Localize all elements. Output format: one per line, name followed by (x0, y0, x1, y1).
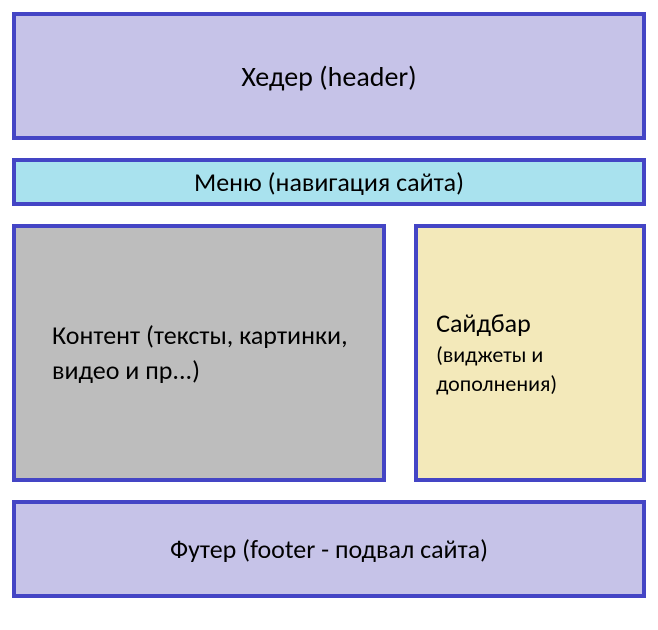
header-label: Хедер (header) (241, 59, 416, 94)
sidebar-subtitle: (виджеты и дополнения) (436, 341, 624, 398)
sidebar-block: Сайдбар (виджеты и дополнения) (414, 224, 646, 482)
menu-block: Меню (навигация сайта) (12, 158, 646, 206)
menu-label: Меню (навигация сайта) (194, 166, 464, 198)
sidebar-title: Сайдбар (436, 307, 531, 339)
layout-diagram: Хедер (header) Меню (навигация сайта) Ко… (12, 12, 646, 618)
footer-block: Футер (footer - подвал сайта) (12, 500, 646, 598)
header-block: Хедер (header) (12, 12, 646, 140)
content-label: Контент (тексты, картинки, видео и пр...… (52, 318, 362, 388)
content-block: Контент (тексты, картинки, видео и пр...… (12, 224, 386, 482)
footer-label: Футер (footer - подвал сайта) (170, 533, 488, 565)
middle-row: Контент (тексты, картинки, видео и пр...… (12, 224, 646, 482)
